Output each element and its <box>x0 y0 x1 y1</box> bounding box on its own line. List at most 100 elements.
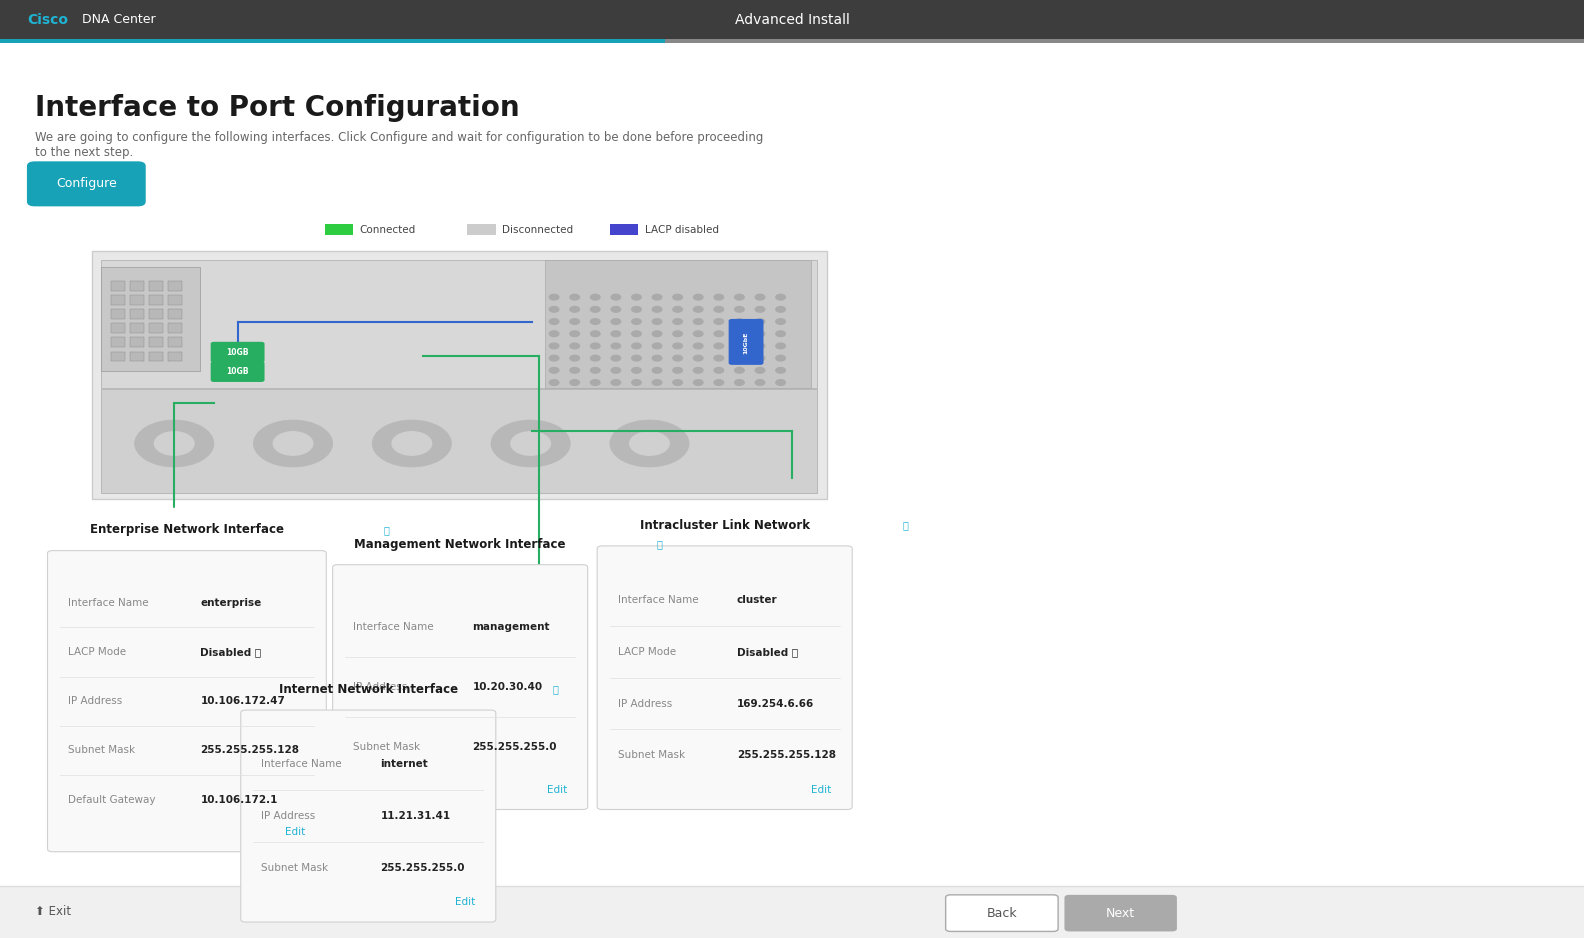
Circle shape <box>570 295 580 300</box>
Circle shape <box>694 343 703 349</box>
Text: Edit: Edit <box>455 898 475 907</box>
Circle shape <box>735 343 744 349</box>
FancyBboxPatch shape <box>101 389 817 493</box>
FancyBboxPatch shape <box>149 338 163 347</box>
Circle shape <box>756 343 765 349</box>
Circle shape <box>570 343 580 349</box>
Circle shape <box>714 368 724 373</box>
Text: 255.255.255.0: 255.255.255.0 <box>380 863 466 872</box>
Circle shape <box>714 319 724 325</box>
Circle shape <box>550 307 559 312</box>
FancyBboxPatch shape <box>211 361 265 382</box>
FancyBboxPatch shape <box>149 324 163 333</box>
Text: 10.106.172.47: 10.106.172.47 <box>200 696 285 706</box>
Circle shape <box>591 307 600 312</box>
Circle shape <box>610 420 689 467</box>
Circle shape <box>776 331 786 337</box>
Circle shape <box>591 380 600 386</box>
Circle shape <box>776 380 786 386</box>
Circle shape <box>491 420 570 467</box>
FancyBboxPatch shape <box>130 324 144 333</box>
FancyBboxPatch shape <box>130 352 144 361</box>
FancyBboxPatch shape <box>168 295 182 305</box>
Text: Interface Name: Interface Name <box>353 622 434 632</box>
Circle shape <box>611 356 621 361</box>
Text: ⓘ: ⓘ <box>657 539 662 549</box>
Circle shape <box>253 420 333 467</box>
Circle shape <box>714 343 724 349</box>
Text: management: management <box>472 622 550 632</box>
FancyBboxPatch shape <box>149 310 163 319</box>
FancyBboxPatch shape <box>149 281 163 291</box>
Text: Subnet Mask: Subnet Mask <box>68 746 135 755</box>
Text: Back: Back <box>987 907 1017 919</box>
Text: Disconnected: Disconnected <box>502 225 573 234</box>
Circle shape <box>570 331 580 337</box>
FancyBboxPatch shape <box>0 0 1584 39</box>
Circle shape <box>393 431 432 455</box>
Circle shape <box>653 307 662 312</box>
Circle shape <box>570 368 580 373</box>
Circle shape <box>694 331 703 337</box>
Circle shape <box>653 331 662 337</box>
Circle shape <box>591 295 600 300</box>
Circle shape <box>630 431 668 455</box>
Circle shape <box>570 307 580 312</box>
Text: 10GbE: 10GbE <box>743 331 749 354</box>
Text: Edit: Edit <box>811 785 832 794</box>
Text: IP Address: IP Address <box>68 696 122 706</box>
Circle shape <box>510 431 551 455</box>
Circle shape <box>653 343 662 349</box>
FancyBboxPatch shape <box>946 895 1058 931</box>
FancyBboxPatch shape <box>27 161 146 206</box>
FancyBboxPatch shape <box>111 295 125 305</box>
Text: Management Network Interface: Management Network Interface <box>355 537 565 551</box>
Circle shape <box>372 420 451 467</box>
Circle shape <box>653 295 662 300</box>
FancyBboxPatch shape <box>101 260 817 388</box>
Text: IP Address: IP Address <box>618 699 672 708</box>
Circle shape <box>570 319 580 325</box>
Circle shape <box>673 319 683 325</box>
Text: Subnet Mask: Subnet Mask <box>353 742 420 752</box>
Circle shape <box>653 356 662 361</box>
Circle shape <box>776 356 786 361</box>
Circle shape <box>632 307 642 312</box>
FancyBboxPatch shape <box>111 338 125 347</box>
Circle shape <box>653 368 662 373</box>
FancyBboxPatch shape <box>48 551 326 852</box>
Circle shape <box>673 356 683 361</box>
FancyBboxPatch shape <box>111 324 125 333</box>
Text: LACP disabled: LACP disabled <box>645 225 719 234</box>
Circle shape <box>735 380 744 386</box>
Circle shape <box>653 319 662 325</box>
Circle shape <box>694 307 703 312</box>
Text: internet: internet <box>380 760 428 769</box>
Circle shape <box>632 319 642 325</box>
Circle shape <box>694 356 703 361</box>
Text: Cisco: Cisco <box>27 13 68 26</box>
Text: IP Address: IP Address <box>353 682 407 692</box>
Text: 11.21.31.41: 11.21.31.41 <box>380 811 451 821</box>
Circle shape <box>570 380 580 386</box>
Circle shape <box>735 307 744 312</box>
FancyBboxPatch shape <box>0 39 665 43</box>
Text: LACP Mode: LACP Mode <box>68 647 127 657</box>
FancyBboxPatch shape <box>211 341 265 362</box>
Text: ⬆ Exit: ⬆ Exit <box>35 905 71 918</box>
Text: Default Gateway: Default Gateway <box>68 794 155 805</box>
Text: Interface Name: Interface Name <box>261 760 342 769</box>
Circle shape <box>756 380 765 386</box>
Text: Subnet Mask: Subnet Mask <box>618 750 684 760</box>
FancyBboxPatch shape <box>467 224 496 235</box>
FancyBboxPatch shape <box>111 310 125 319</box>
Circle shape <box>673 343 683 349</box>
FancyBboxPatch shape <box>168 310 182 319</box>
Circle shape <box>632 343 642 349</box>
Circle shape <box>694 368 703 373</box>
Circle shape <box>611 368 621 373</box>
FancyBboxPatch shape <box>168 324 182 333</box>
FancyBboxPatch shape <box>168 281 182 291</box>
Circle shape <box>611 331 621 337</box>
Text: 255.255.255.128: 255.255.255.128 <box>737 750 836 760</box>
